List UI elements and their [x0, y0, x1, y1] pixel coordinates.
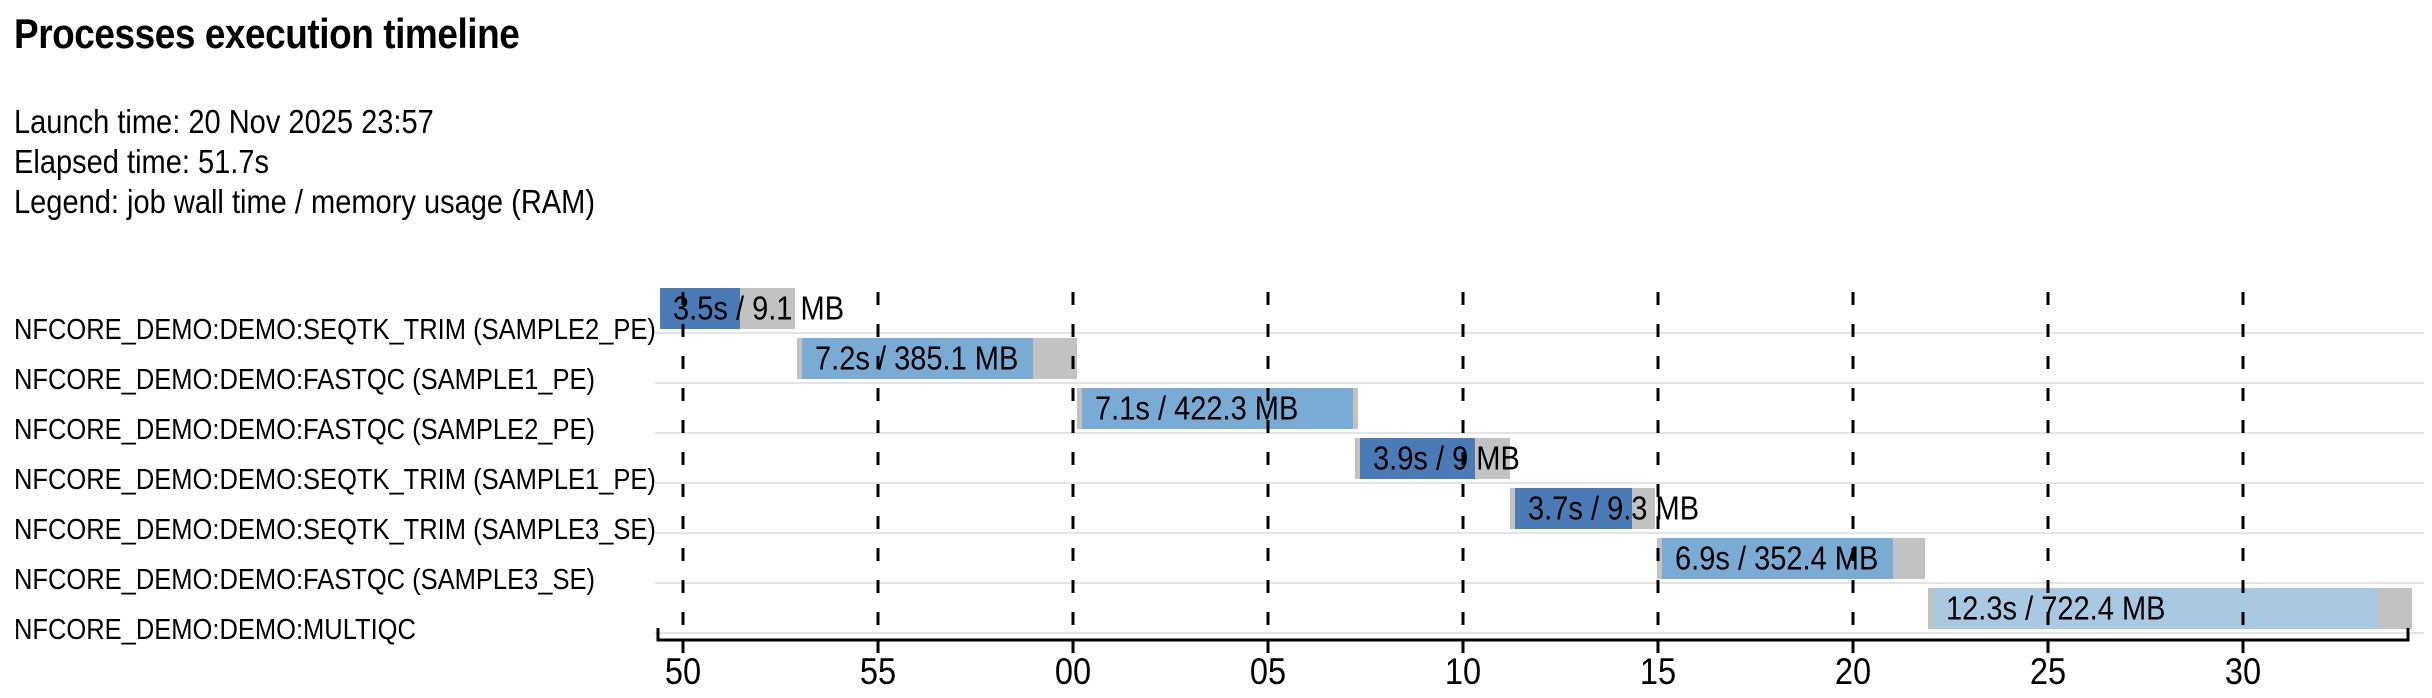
- task-bar: [1515, 488, 1632, 529]
- header-info: Launch time: 20 Nov 2025 23:57 Elapsed t…: [14, 102, 674, 222]
- axis-tick-label: 20: [1835, 651, 1871, 692]
- page-title-text: Processes execution timeline: [14, 10, 520, 57]
- axis-tick-label: 00: [1055, 651, 1091, 692]
- axis-tick-label: 15: [1640, 651, 1676, 692]
- legend-line: Legend: job wall time / memory usage (RA…: [14, 183, 596, 220]
- task-bar: [802, 338, 1033, 379]
- axis-tick-label: 25: [2030, 651, 2066, 692]
- task-bar: [660, 288, 740, 329]
- task-duration-memory-label: 12.3s / 722.4 MB: [1946, 590, 2166, 627]
- x-axis-line: [656, 628, 2410, 642]
- process-label: NFCORE_DEMO:DEMO:FASTQC (SAMPLE1_PE): [14, 362, 595, 395]
- launch-time-line: Launch time: 20 Nov 2025 23:57: [14, 103, 434, 140]
- task-bar: [1082, 388, 1353, 429]
- axis-tick-label: 55: [860, 651, 896, 692]
- axis-tick-label: 10: [1445, 651, 1481, 692]
- process-label: NFCORE_DEMO:DEMO:SEQTK_TRIM (SAMPLE1_PE): [14, 462, 656, 495]
- axis-tick-label: 05: [1250, 651, 1286, 692]
- page-title: Processes execution timeline: [14, 10, 674, 58]
- process-label: NFCORE_DEMO:DEMO:MULTIQC: [14, 612, 416, 645]
- process-label: NFCORE_DEMO:DEMO:FASTQC (SAMPLE2_PE): [14, 412, 595, 445]
- task-duration-memory-label: 3.9s / 9 MB: [1373, 440, 1520, 477]
- task-bar: [1360, 438, 1475, 479]
- task-bar: [1933, 588, 2378, 629]
- report-header: Processes execution timeline Launch time…: [14, 0, 674, 222]
- task-duration-memory-label: 7.2s / 385.1 MB: [815, 340, 1018, 377]
- task-duration-memory-label: 3.5s / 9.1 MB: [673, 290, 844, 327]
- axis-tick-label: 50: [665, 651, 701, 692]
- process-label: NFCORE_DEMO:DEMO:SEQTK_TRIM (SAMPLE3_SE): [14, 512, 656, 545]
- process-label: NFCORE_DEMO:DEMO:FASTQC (SAMPLE3_SE): [14, 562, 595, 595]
- task-duration-memory-label: 3.7s / 9.3 MB: [1528, 490, 1699, 527]
- elapsed-time-line: Elapsed time: 51.7s: [14, 143, 270, 180]
- task-duration-memory-label: 6.9s / 352.4 MB: [1675, 540, 1878, 577]
- process-label: NFCORE_DEMO:DEMO:SEQTK_TRIM (SAMPLE2_PE): [14, 312, 656, 345]
- task-duration-memory-label: 7.1s / 422.3 MB: [1095, 390, 1298, 427]
- axis-tick-label: 30: [2225, 651, 2261, 692]
